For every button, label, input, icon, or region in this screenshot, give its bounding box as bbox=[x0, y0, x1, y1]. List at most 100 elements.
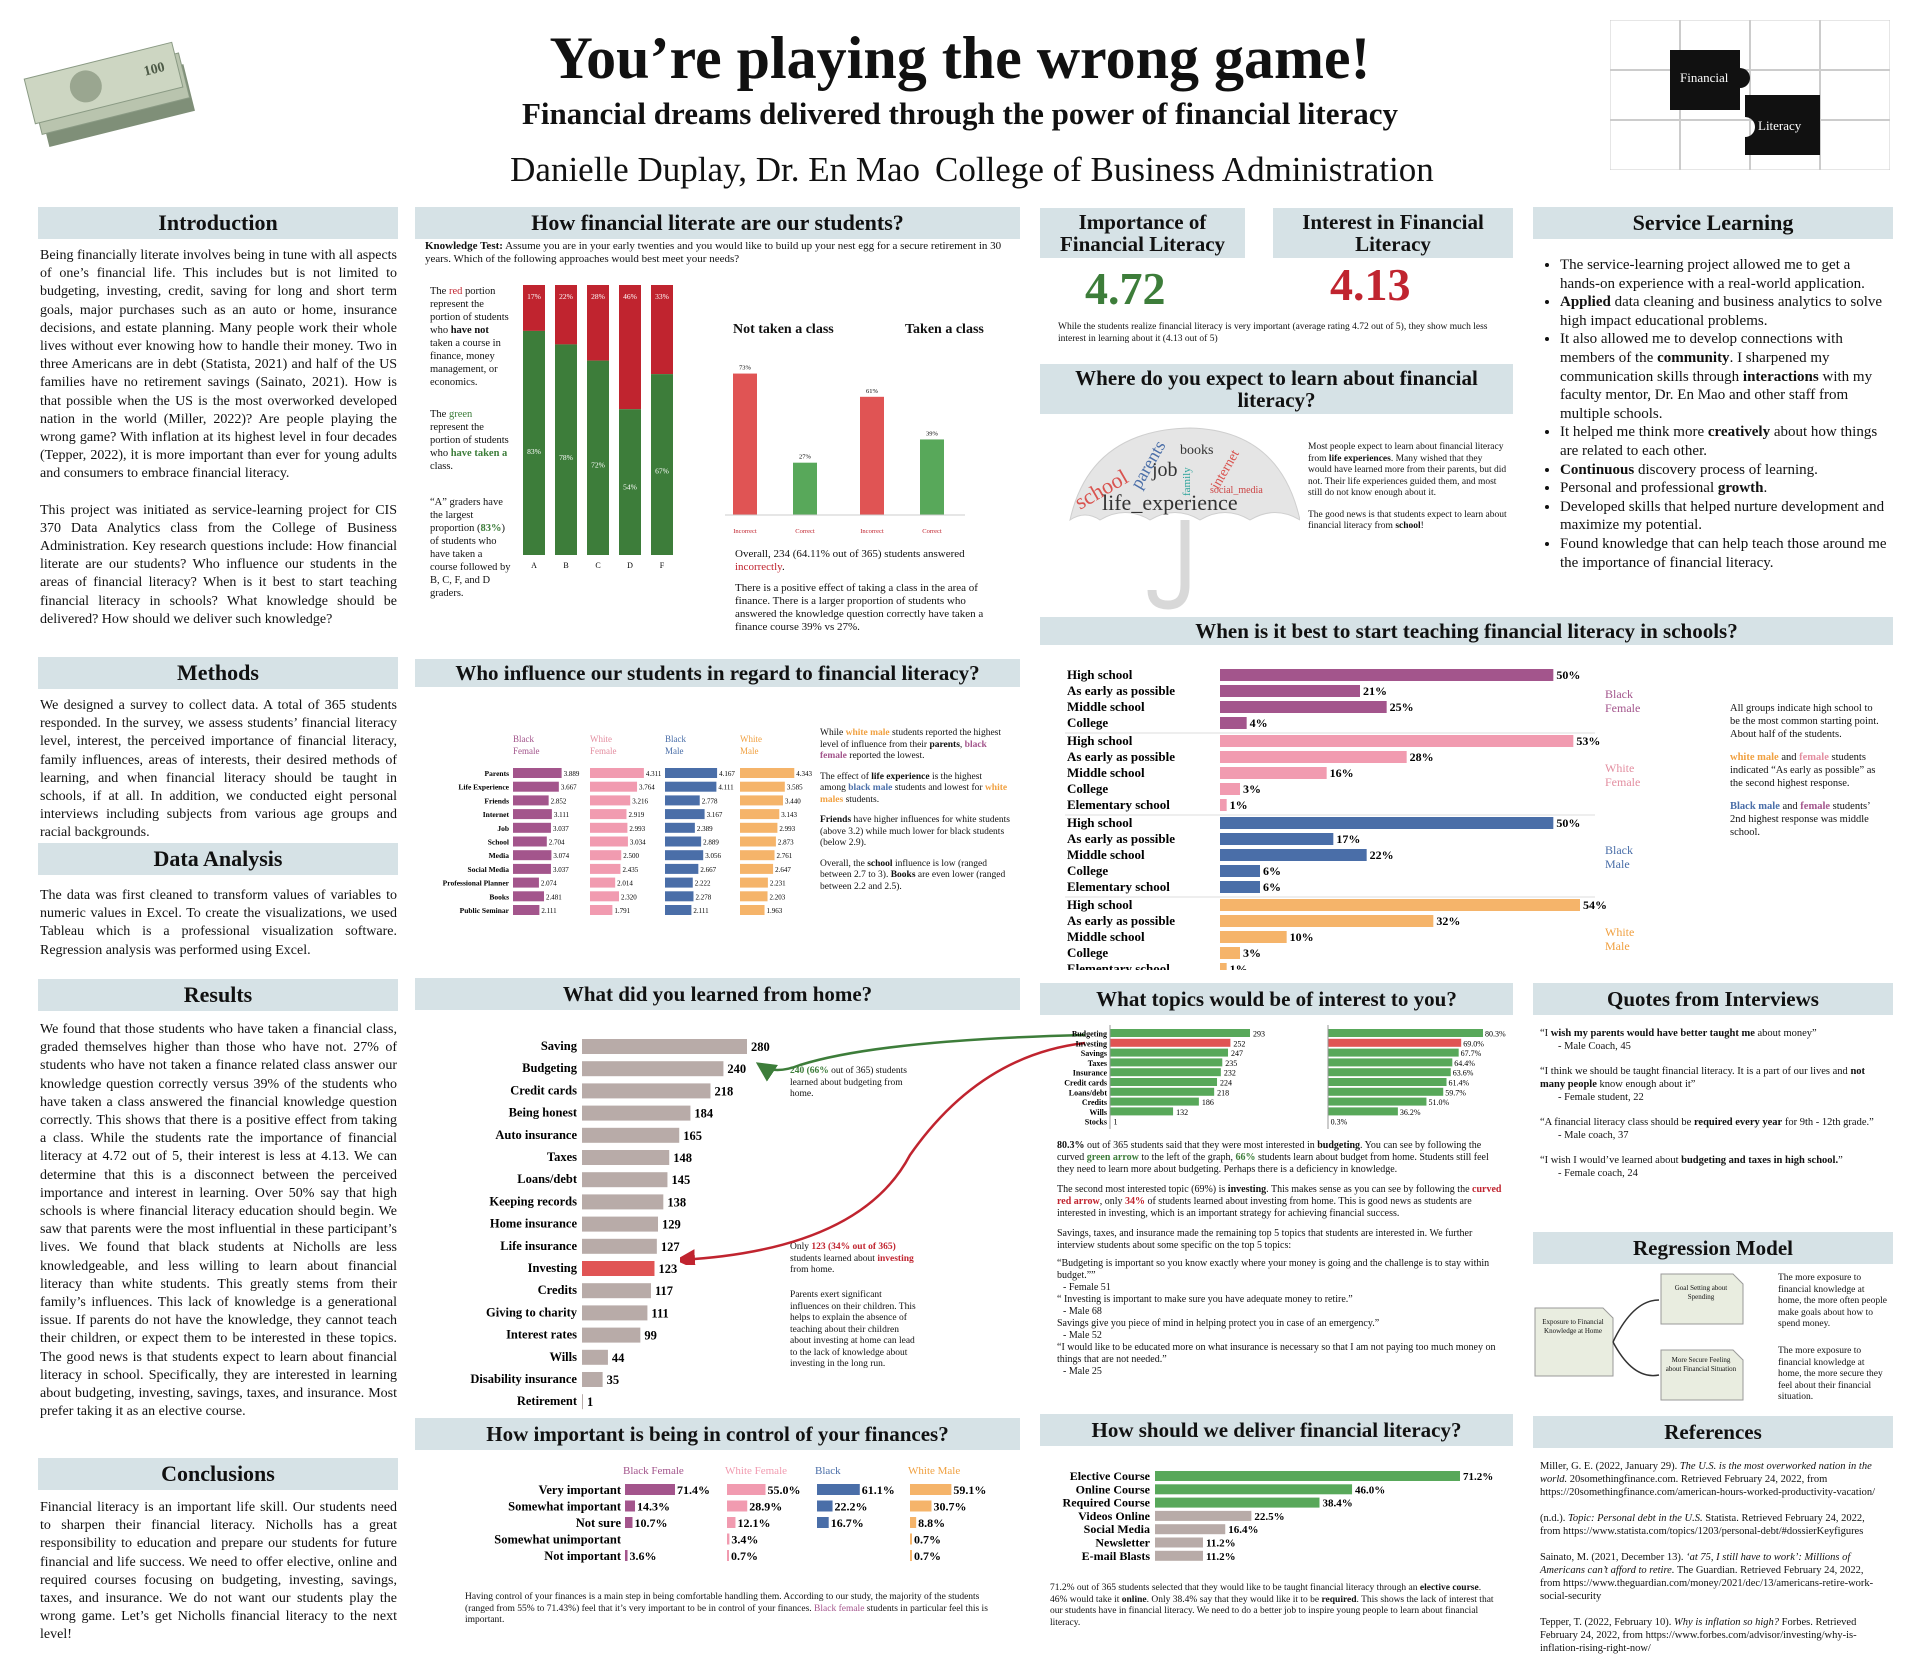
grade-label-taken: 54% bbox=[623, 482, 637, 491]
influence-group-label: Male bbox=[665, 746, 684, 756]
deliver-category: Social Media bbox=[1084, 1522, 1150, 1536]
home-category: Investing bbox=[528, 1261, 578, 1275]
topics-category: Budgeting bbox=[1072, 1030, 1107, 1039]
regression-note-2: The more exposure to financial knowledge… bbox=[1778, 1346, 1883, 1402]
home-category: Auto insurance bbox=[495, 1128, 577, 1142]
control-group-label: White Male bbox=[908, 1465, 960, 1477]
influence-category: Friends bbox=[484, 796, 509, 805]
methods-heading: Methods bbox=[38, 657, 398, 689]
control-value: 30.7% bbox=[933, 1500, 966, 1514]
control-value: 71.4% bbox=[677, 1483, 710, 1497]
topics-percent-bar bbox=[1328, 1048, 1459, 1057]
influence-value: 3.764 bbox=[639, 784, 655, 792]
influence-bar bbox=[513, 850, 552, 861]
deliver-category: Newsletter bbox=[1095, 1536, 1150, 1550]
influence-bar bbox=[665, 781, 717, 792]
influence-group-label: Black bbox=[513, 734, 534, 744]
control-value: 0.7% bbox=[731, 1549, 758, 1563]
influence-category: Media bbox=[489, 851, 510, 860]
influence-value: 3.667 bbox=[561, 784, 577, 792]
topics-notes: 80.3% out of 365 students said that they… bbox=[1057, 1140, 1502, 1377]
influence-value: 1.791 bbox=[614, 907, 630, 915]
control-heading: How important is being in control of you… bbox=[415, 1418, 1020, 1450]
grade-bar-taken bbox=[651, 374, 673, 555]
reference-item: (n.d.). Topic: Personal debt in the U.S.… bbox=[1540, 1513, 1865, 1537]
home-category: Loans/debt bbox=[517, 1172, 578, 1186]
grade-bar-not-taken bbox=[619, 285, 641, 410]
conclusions-text: Financial literacy is an important life … bbox=[40, 1500, 397, 1643]
literate-heading: How financial literate are our students? bbox=[415, 207, 1020, 239]
influence-value: 3.074 bbox=[553, 852, 569, 860]
influence-group-label: Male bbox=[740, 746, 759, 756]
when-category: Middle school bbox=[1067, 699, 1145, 714]
influence-bar bbox=[740, 836, 776, 847]
when-category: High school bbox=[1067, 733, 1133, 748]
home-bar bbox=[582, 1261, 655, 1276]
control-value: 14.3% bbox=[637, 1500, 670, 1514]
influence-bar bbox=[590, 905, 613, 915]
influence-value: 2.389 bbox=[697, 825, 713, 833]
topics-category: Credit cards bbox=[1064, 1079, 1107, 1088]
when-bar bbox=[1220, 669, 1554, 681]
topics-bar-chart: Budgeting 293 80.3% Investing 252 69.0% Saving… bbox=[1064, 1025, 1506, 1129]
influence-value: 2.203 bbox=[770, 893, 786, 901]
quote-item: “I wish my parents would have better tau… bbox=[1540, 1028, 1817, 1052]
influence-value: 1.963 bbox=[767, 907, 783, 915]
influence-value: 4.343 bbox=[796, 770, 812, 778]
influence-value: 3.034 bbox=[630, 839, 646, 847]
knowledge-category: Incorrect bbox=[733, 528, 757, 535]
influence-bar bbox=[740, 768, 795, 778]
influence-bar bbox=[740, 905, 765, 915]
home-budget-note: 240 (66% out of 365) students learned ab… bbox=[790, 1066, 907, 1099]
home-bar bbox=[582, 1216, 659, 1232]
topics-percent-bar bbox=[1328, 1068, 1451, 1077]
quote-item: “I think we should be taught financial l… bbox=[1540, 1066, 1866, 1103]
topics-count-bar bbox=[1110, 1058, 1223, 1067]
puzzle-image: Financial Literacy bbox=[1609, 19, 1891, 171]
influence-value: 3.037 bbox=[553, 866, 569, 874]
topics-count-bar bbox=[1110, 1107, 1174, 1116]
regression-box-secure: More Secure Feeling about Financial Situ… bbox=[1665, 1356, 1737, 1373]
topics-percent-bar bbox=[1328, 1029, 1483, 1037]
influence-bar bbox=[513, 768, 562, 778]
home-category: Life insurance bbox=[500, 1239, 577, 1253]
topics-category: Credits bbox=[1082, 1098, 1107, 1107]
grade-bar-not-taken bbox=[555, 285, 577, 345]
grade-label-not-taken: 46% bbox=[623, 292, 637, 301]
when-bar bbox=[1220, 799, 1227, 811]
when-bar bbox=[1220, 881, 1260, 893]
influence-bar bbox=[665, 850, 704, 861]
knowledge-value: 61% bbox=[866, 388, 879, 395]
service-item: It helped me think more creatively about… bbox=[1560, 423, 1890, 460]
influence-value: 4.111 bbox=[718, 784, 734, 792]
topics-category: Loans/debt bbox=[1069, 1088, 1108, 1097]
topics-count-bar bbox=[1110, 1078, 1218, 1086]
control-value: 55.0% bbox=[768, 1483, 801, 1497]
home-category: Credits bbox=[538, 1283, 577, 1297]
service-learning-heading: Service Learning bbox=[1533, 207, 1893, 239]
home-value: 117 bbox=[655, 1284, 673, 1298]
control-bar-chart: Black Female 71.4% 14.3% 10.7% 3.6% White Fem… bbox=[494, 1465, 986, 1563]
influence-value: 2.919 bbox=[628, 811, 644, 819]
grades-stacked-bar-chart: 17% 83% A 22% 78% B 28% 72% C 46% 54% D 33% 67% F bbox=[523, 285, 673, 570]
control-bar bbox=[910, 1550, 912, 1561]
influence-group-label: Female bbox=[513, 746, 540, 756]
knowledge-test-label: Knowledge Test: bbox=[425, 240, 503, 252]
influence-value: 2.435 bbox=[622, 866, 638, 874]
influence-notes: While white male students reported the h… bbox=[820, 728, 1010, 892]
home-value: 240 bbox=[727, 1062, 746, 1076]
when-value: 3% bbox=[1243, 782, 1261, 796]
grade-category: A bbox=[531, 561, 537, 570]
importance-interest-note: While the students realize financial lit… bbox=[1058, 322, 1488, 344]
home-bar bbox=[582, 1372, 603, 1387]
influence-bar bbox=[513, 905, 540, 915]
influence-bar bbox=[665, 891, 694, 902]
influence-bar bbox=[590, 768, 644, 778]
control-value: 3.4% bbox=[731, 1533, 758, 1547]
influence-group-label: White bbox=[590, 734, 612, 744]
topics-percent-value: 69.0% bbox=[1463, 1039, 1484, 1048]
control-bar bbox=[910, 1500, 932, 1512]
home-bar bbox=[582, 1283, 651, 1299]
influence-bar bbox=[590, 795, 631, 806]
when-category: As early as possible bbox=[1067, 913, 1175, 928]
